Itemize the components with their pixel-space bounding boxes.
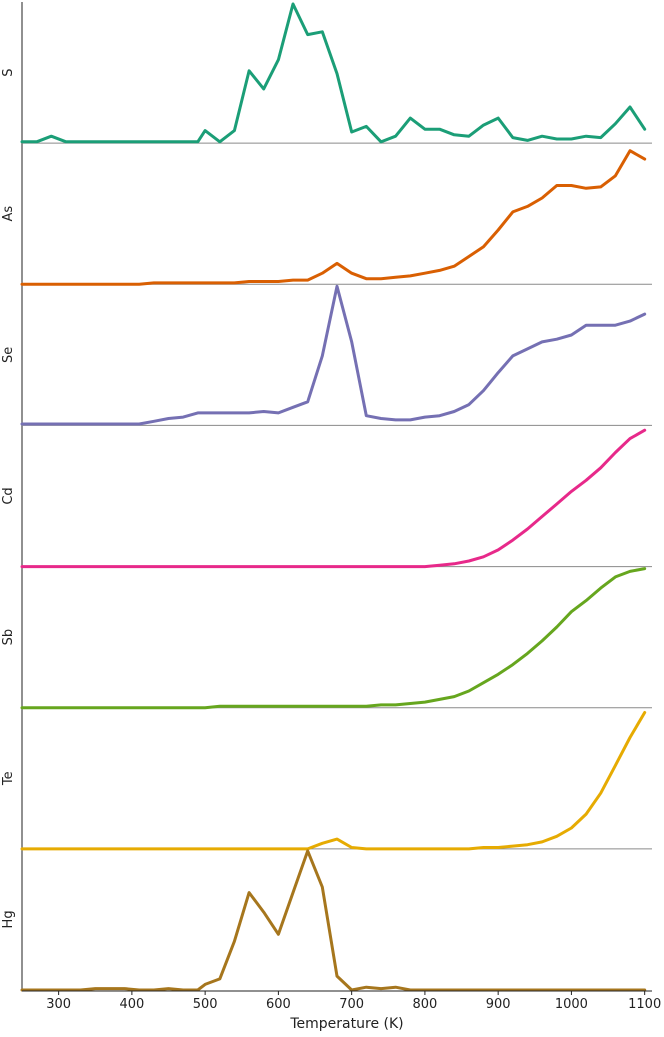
series-label-as: As xyxy=(1,206,16,222)
series-line-cd xyxy=(20,428,647,569)
series-label-s: S xyxy=(1,68,16,76)
x-axis-label: Temperature (K) xyxy=(289,1016,403,1032)
series-line-se xyxy=(20,284,647,426)
series-label-te: Te xyxy=(1,771,16,786)
x-tick-label: 800 xyxy=(412,997,437,1012)
series-line-s xyxy=(20,2,647,144)
x-tick-label: 900 xyxy=(486,997,511,1012)
x-tick-label: 300 xyxy=(46,997,71,1012)
series-line-sb xyxy=(20,567,647,710)
series-label-cd: Cd xyxy=(1,487,16,504)
series-line-as xyxy=(20,149,647,286)
x-tick-label: 1100 xyxy=(628,997,661,1012)
x-tick-label: 400 xyxy=(119,997,144,1012)
series-line-hg xyxy=(20,849,647,992)
x-tick-label: 700 xyxy=(339,997,364,1012)
series-label-sb: Sb xyxy=(1,629,16,646)
series-label-hg: Hg xyxy=(1,910,16,928)
series-line-te xyxy=(20,711,647,851)
x-tick-label: 500 xyxy=(193,997,218,1012)
x-tick-label: 1000 xyxy=(555,997,588,1012)
series-label-se: Se xyxy=(1,347,16,363)
x-tick-label: 600 xyxy=(266,997,291,1012)
